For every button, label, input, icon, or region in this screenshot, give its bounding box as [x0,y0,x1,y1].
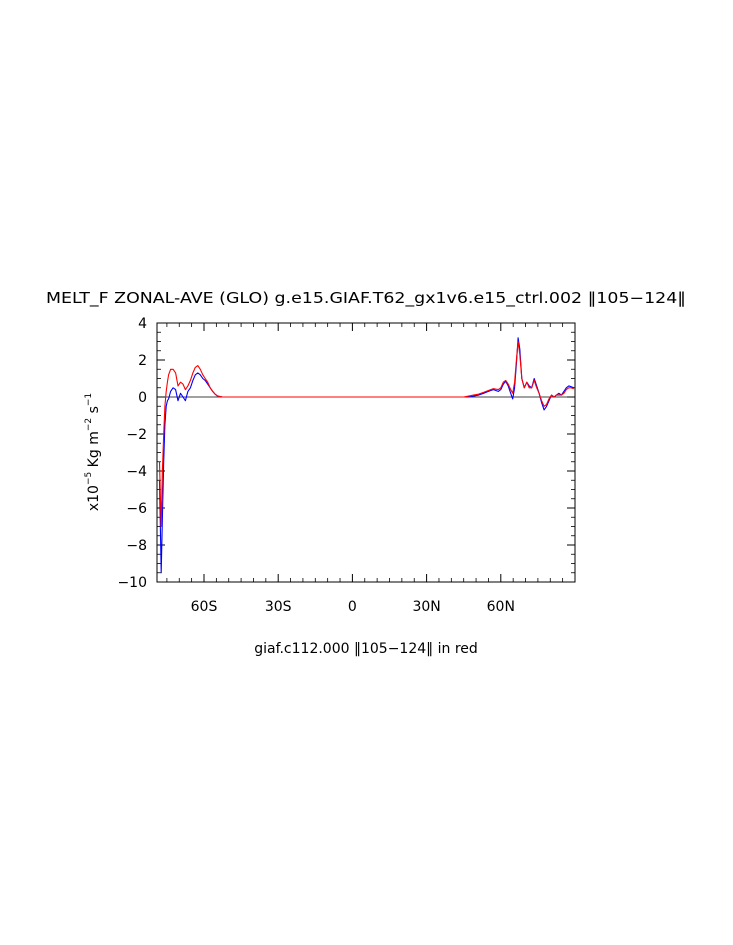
series-line-blue [158,337,575,574]
x-tick-label: 0 [348,599,357,615]
series-line-red [158,340,574,528]
y-label-units-s: s [86,406,102,418]
y-tick-label: −2 [126,427,147,443]
y-label-exp-3: −1 [84,393,94,406]
x-tick-label: 60S [191,599,218,615]
y-tick-label: −8 [126,538,147,554]
chart-title: MELT_F ZONAL-AVE (GLO) g.e15.GIAF.T62_gx… [46,289,686,308]
y-tick-label: −10 [117,575,147,591]
y-tick-label: 0 [138,390,147,406]
y-label-exp-1: −5 [84,472,94,485]
y-axis-label: x10−5 Kg m−2 s−1 [84,393,102,511]
y-label-exp-2: −2 [84,418,94,431]
y-tick-label: 2 [138,353,147,369]
plot-frame [156,322,576,583]
x-tick-label: 30S [265,599,292,615]
y-label-prefix: x10 [86,485,102,511]
y-tick-label: −6 [126,501,147,517]
y-tick-label: 4 [138,316,147,332]
plot-area: 4 2 0 −2 −4 −6 −8 −10 60S 30S 0 30N 60N [117,316,576,615]
y-label-units-kg-m: Kg m [86,431,102,472]
y-tick-label: −4 [126,464,147,480]
x-tick-label: 30N [412,599,440,615]
chart-caption: giaf.c112.000 ‖105−124‖ in red [254,641,478,657]
x-tick-label: 60N [487,599,515,615]
